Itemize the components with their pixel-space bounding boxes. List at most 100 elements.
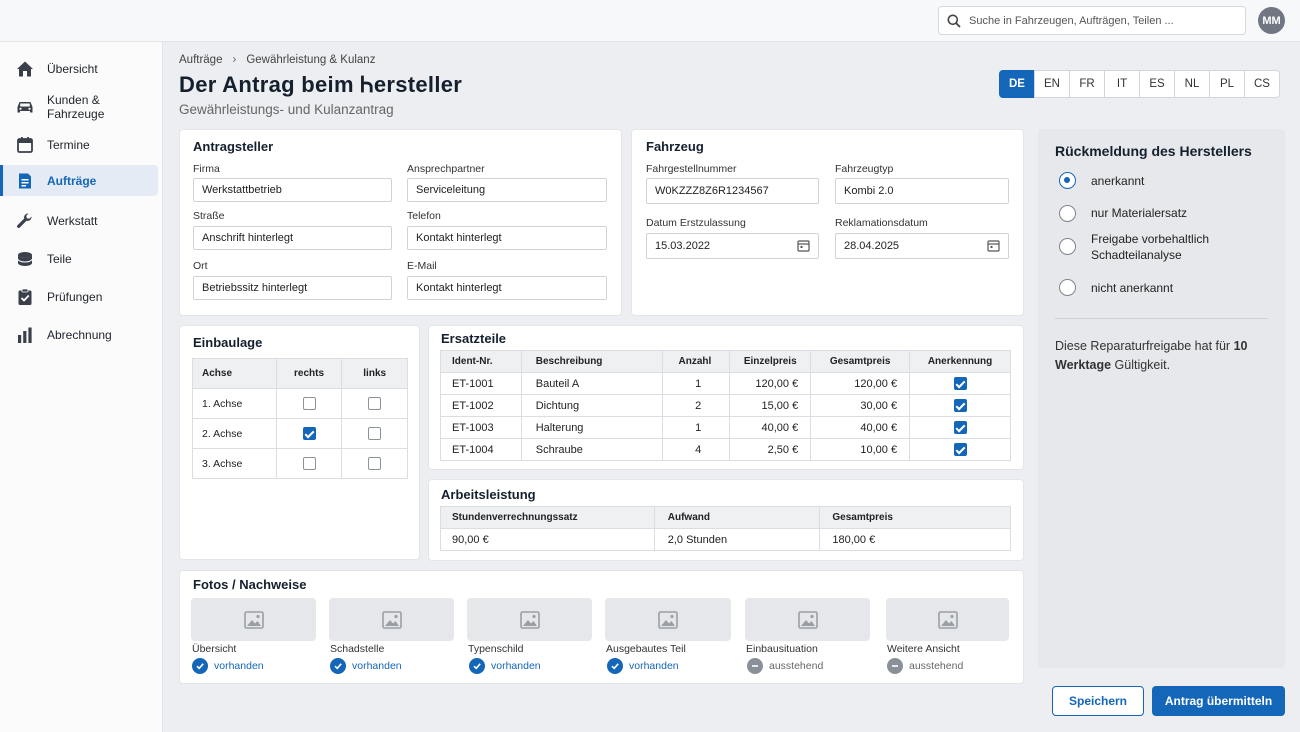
complaint-date-value: 28.04.2025 <box>844 240 900 252</box>
sidebar-item-appointments[interactable]: Termine <box>0 129 158 160</box>
sidebar-item-billing[interactable]: Abrechnung <box>0 319 158 350</box>
vehicle-type-field[interactable]: Kombi 2.0 <box>835 178 1009 204</box>
calendar-icon[interactable] <box>987 239 1000 252</box>
part-desc-cell: Bauteil A <box>520 372 664 395</box>
part-qty-cell: 1 <box>662 416 731 439</box>
page-title: Der Antrag beim Ꮒersteller <box>179 72 463 97</box>
vin-field[interactable]: W0KZZZ8Z6R1234567 <box>646 178 819 204</box>
save-button[interactable]: Speichern <box>1052 686 1144 716</box>
breadcrumb-link-orders[interactable]: Aufträge <box>179 54 223 66</box>
part-id-cell: ET-1001 <box>440 372 522 395</box>
photo-thumbnail-removed-part[interactable] <box>605 598 731 641</box>
column-header-total-price: Gesamtpreis <box>810 350 911 373</box>
first-registration-value: 15.03.2022 <box>655 240 711 252</box>
column-header-left: links <box>341 358 408 389</box>
approval-checkbox[interactable] <box>953 443 967 456</box>
sidebar-item-inspections[interactable]: Prüfungen <box>0 281 158 312</box>
lang-cs-button[interactable]: CS <box>1244 70 1280 98</box>
search-box[interactable] <box>938 6 1246 35</box>
axle1-right-checkbox[interactable] <box>302 397 316 410</box>
column-header-hourly-rate: Stundenverrechnungssatz <box>440 506 655 529</box>
sidebar-item-customers-vehicles[interactable]: Kunden & Fahrzeuge <box>0 91 158 122</box>
checkbox-cell <box>275 418 343 449</box>
contact-person-field[interactable]: Serviceleitung <box>407 178 607 202</box>
photo-status-text: vorhanden <box>629 660 679 672</box>
table-row: ET-1002 Dichtung 2 15,00 € 30,00 € <box>440 394 1011 417</box>
checkbox-cell <box>341 448 408 479</box>
parts-table: Ident-Nr. Beschreibung Anzahl Einzelprei… <box>440 350 1011 461</box>
approval-checkbox[interactable] <box>953 399 967 412</box>
lang-pl-button[interactable]: PL <box>1209 70 1245 98</box>
column-header-approval: Anerkennung <box>909 350 1011 373</box>
photo-thumbnail-damage[interactable] <box>329 598 454 641</box>
sidebar-item-parts[interactable]: Teile <box>0 243 158 274</box>
part-id-cell: ET-1002 <box>440 394 522 417</box>
lang-it-button[interactable]: IT <box>1104 70 1140 98</box>
home-icon <box>17 61 33 76</box>
radio-label: anerkannt <box>1091 174 1145 188</box>
photos-card <box>179 570 1024 684</box>
page-subtitle: Gewährleistungs- und Kulanzantrag <box>179 102 394 117</box>
radio-approved[interactable] <box>1059 172 1076 189</box>
radio-conditional-release[interactable] <box>1059 238 1076 255</box>
column-header-description: Beschreibung <box>520 350 664 373</box>
sidebar-item-overview[interactable]: Übersicht <box>0 53 158 84</box>
part-total-cell: 40,00 € <box>810 416 911 439</box>
approval-checkbox[interactable] <box>953 421 967 434</box>
photo-thumbnail-installation[interactable] <box>745 598 870 641</box>
lang-fr-button[interactable]: FR <box>1069 70 1105 98</box>
first-registration-field[interactable]: 15.03.2022 <box>646 233 819 259</box>
manufacturer-feedback-title: Rückmeldung des Herstellers <box>1055 143 1252 159</box>
photo-thumbnail-further-view[interactable] <box>886 598 1009 641</box>
lang-en-button[interactable]: EN <box>1034 70 1070 98</box>
axle3-left-checkbox[interactable] <box>368 457 382 470</box>
photo-status-text: vorhanden <box>491 660 541 672</box>
column-header-axle: Achse <box>192 358 277 389</box>
sidebar-item-label: Aufträge <box>47 173 97 188</box>
radio-not-approved[interactable] <box>1059 279 1076 296</box>
calendar-icon[interactable] <box>797 239 810 252</box>
search-icon <box>947 14 961 28</box>
parts-icon <box>17 251 33 266</box>
city-field[interactable]: Betriebssitz hinterlegt <box>193 276 392 300</box>
photo-thumbnail-overview[interactable] <box>191 598 316 641</box>
axle3-right-checkbox[interactable] <box>302 457 316 470</box>
table-row: ET-1001 Bauteil A 1 120,00 € 120,00 € <box>440 372 1011 395</box>
avatar[interactable]: MM <box>1258 7 1285 34</box>
axle1-left-checkbox[interactable] <box>368 397 382 410</box>
street-label: Straße <box>193 210 225 222</box>
parts-title: Ersatzteile <box>441 331 507 346</box>
checkbox-cell <box>341 418 408 449</box>
search-input[interactable] <box>969 14 1239 27</box>
photo-status: ausstehend <box>887 658 963 674</box>
sidebar-item-workshop[interactable]: Werkstatt <box>0 205 158 236</box>
validity-note-prefix: Diese Reparaturfreigabe hat für <box>1055 339 1231 353</box>
email-field[interactable]: Kontakt hinterlegt <box>407 276 607 300</box>
manufacturer-feedback-panel <box>1038 129 1285 668</box>
part-qty-cell: 1 <box>662 372 731 395</box>
photo-status: vorhanden <box>607 658 679 674</box>
photo-label: Weitere Ansicht <box>887 643 960 655</box>
bar-chart-icon <box>18 327 32 343</box>
radio-label: Freigabe vorbehaltlich Schadteilanalyse <box>1091 232 1210 262</box>
image-placeholder-icon <box>937 610 958 629</box>
approval-checkbox[interactable] <box>953 377 967 390</box>
submit-request-button[interactable]: Antrag übermitteln <box>1152 686 1285 716</box>
lang-es-button[interactable]: ES <box>1139 70 1175 98</box>
lang-nl-button[interactable]: NL <box>1174 70 1210 98</box>
axle2-right-checkbox[interactable] <box>302 427 316 440</box>
street-field[interactable]: Anschrift hinterlegt <box>193 226 392 250</box>
photo-thumbnail-type-plate[interactable] <box>467 598 592 641</box>
table-row: 3. Achse <box>192 448 408 479</box>
lang-de-button[interactable]: DE <box>999 70 1035 98</box>
table-row: 1. Achse <box>192 388 408 419</box>
radio-material-only[interactable] <box>1059 205 1076 222</box>
axle2-left-checkbox[interactable] <box>368 427 382 440</box>
phone-field[interactable]: Kontakt hinterlegt <box>407 226 607 250</box>
breadcrumb: Aufträge › Gewährleistung & Kulanz <box>179 54 375 66</box>
complaint-date-field[interactable]: 28.04.2025 <box>835 233 1009 259</box>
wrench-icon <box>17 212 32 228</box>
sidebar-item-orders[interactable]: Aufträge <box>0 165 158 196</box>
company-field[interactable]: Werkstattbetrieb <box>193 178 392 202</box>
column-header-unit-price: Einzelpreis <box>729 350 812 373</box>
